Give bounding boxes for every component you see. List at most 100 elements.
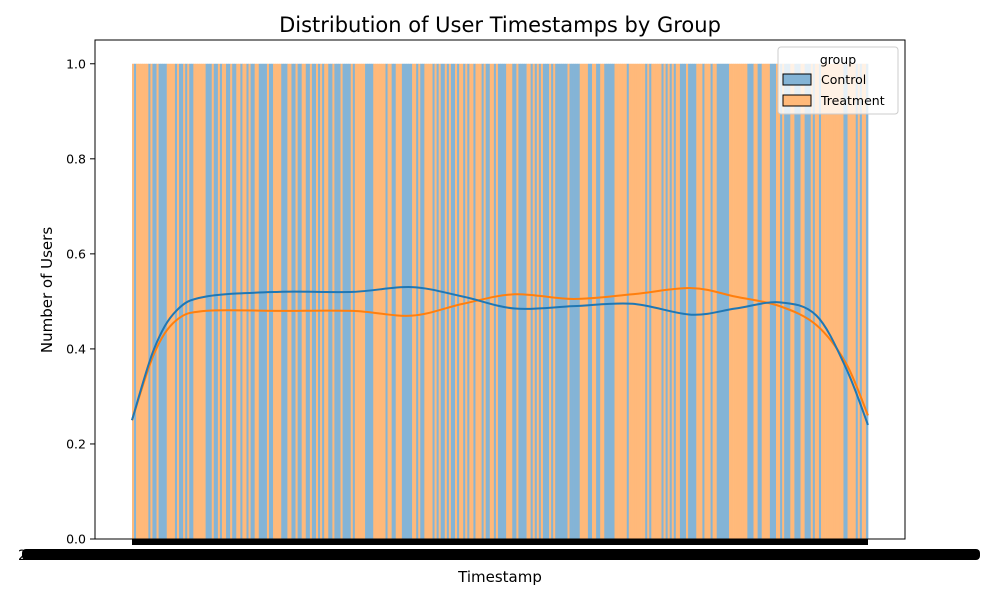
bar-control	[408, 63, 411, 539]
bar-treatment	[424, 63, 427, 539]
bar-control	[673, 63, 677, 539]
plot-frame	[94, 39, 906, 540]
bar-treatment	[831, 63, 834, 539]
bar-treatment	[728, 63, 732, 539]
bar-treatment	[183, 63, 186, 539]
bar-treatment	[659, 63, 662, 539]
bar-treatment	[833, 63, 836, 539]
bar-treatment	[244, 63, 247, 539]
bar-treatment	[677, 63, 681, 539]
legend: group Control Treatment	[777, 46, 899, 115]
bar-control	[318, 63, 321, 539]
bar-treatment	[136, 63, 139, 539]
bar-treatment	[602, 63, 605, 539]
y-axis-label: Number of Users	[38, 227, 56, 353]
bar-treatment	[256, 63, 260, 539]
bar-control	[311, 63, 315, 539]
chart-title: Distribution of User Timestamps by Group	[279, 13, 721, 37]
bar-control	[784, 63, 787, 539]
bar-control	[446, 63, 450, 539]
bar-treatment	[567, 63, 570, 539]
bar-treatment	[275, 63, 278, 539]
bar-control	[268, 63, 272, 539]
bar-treatment	[532, 63, 536, 539]
bar-control	[710, 63, 713, 539]
bar-treatment	[829, 63, 832, 539]
bar-treatment	[238, 63, 241, 539]
bar-control	[152, 63, 155, 539]
bar-control	[524, 63, 527, 539]
bar-control	[645, 63, 648, 539]
bar-treatment	[849, 63, 852, 539]
bar-control	[551, 63, 554, 539]
bar-treatment	[444, 63, 448, 539]
bar-treatment	[221, 63, 225, 539]
bar-treatment	[230, 63, 233, 539]
bar-treatment	[647, 63, 650, 539]
bar-treatment	[430, 63, 433, 539]
bar-control	[179, 63, 182, 539]
bar-treatment	[636, 63, 640, 539]
bar-control	[808, 63, 812, 539]
bar-treatment	[356, 63, 360, 539]
bar-control	[252, 63, 256, 539]
bar-treatment	[714, 63, 718, 539]
y-axis: 0.0 0.2 0.4 0.6 0.8 1.0	[66, 56, 95, 547]
bar-control	[232, 63, 235, 539]
bar-treatment	[549, 63, 552, 539]
bar-treatment	[651, 63, 654, 539]
bar-treatment	[383, 63, 386, 539]
bar-control	[845, 63, 848, 539]
bar-control	[401, 63, 405, 539]
bar-control	[690, 63, 693, 539]
y-tick-label: 0.0	[66, 532, 86, 547]
bar-control	[154, 63, 157, 539]
bar-control	[577, 63, 581, 539]
bar-treatment	[508, 63, 511, 539]
bar-control	[213, 63, 217, 539]
bar-treatment	[706, 63, 709, 539]
bar-control	[565, 63, 568, 539]
bar-treatment	[320, 63, 323, 539]
bar-control	[563, 63, 566, 539]
bar-treatment	[735, 63, 738, 539]
bar-control	[420, 63, 423, 539]
bar-treatment	[698, 63, 701, 539]
bar-treatment	[814, 63, 818, 539]
bar-treatment	[506, 63, 509, 539]
bar-treatment	[426, 63, 429, 539]
bar-treatment	[375, 63, 378, 539]
bar-treatment	[203, 63, 206, 539]
bar-control	[346, 63, 350, 539]
bar-treatment	[632, 63, 636, 539]
x-tick-labels-overlapping	[22, 549, 980, 560]
bar-treatment	[653, 63, 656, 539]
bar-control	[262, 63, 266, 539]
bar-control	[493, 63, 497, 539]
y-tick-label: 0.2	[66, 436, 86, 451]
bar-treatment	[816, 63, 820, 539]
bar-treatment	[667, 63, 671, 539]
bar-treatment	[745, 63, 748, 539]
bar-control	[547, 63, 550, 539]
bar-control	[587, 63, 591, 539]
bar-treatment	[675, 63, 679, 539]
bar-control	[403, 63, 407, 539]
bar-control	[865, 63, 869, 539]
bar-treatment	[412, 63, 415, 539]
bar-control	[264, 63, 268, 539]
bar-treatment	[696, 63, 699, 539]
bar-control	[246, 63, 249, 539]
bar-treatment	[765, 63, 769, 539]
bar-treatment	[414, 63, 417, 539]
bar-control	[626, 63, 630, 539]
bar-control	[134, 63, 137, 539]
bar-control	[209, 63, 213, 539]
bar-treatment	[132, 63, 135, 539]
bar-treatment	[363, 63, 366, 539]
bar-control	[322, 63, 325, 539]
bar-control	[804, 63, 808, 539]
bar-treatment	[655, 63, 658, 539]
bar-treatment	[350, 63, 354, 539]
bar-control	[336, 63, 339, 539]
